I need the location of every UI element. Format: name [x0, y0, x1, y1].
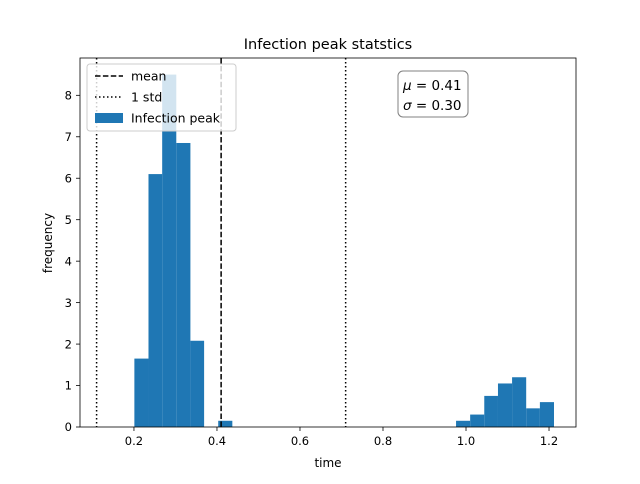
histogram-bar-4 [190, 340, 205, 427]
histogram-bar-9 [497, 383, 513, 427]
chart-title: Infection peak statstics [244, 37, 412, 53]
y-tick-label: 6 [65, 171, 72, 185]
y-tick-label: 4 [65, 254, 72, 268]
plot-frame [79, 57, 577, 428]
y-tick-label: 5 [65, 213, 72, 227]
stats-annotation-frame [397, 70, 469, 118]
y-tick-label: 2 [65, 337, 72, 351]
histogram-bar-11 [526, 408, 540, 427]
y-tick-label: 7 [65, 130, 72, 144]
legend-infection-peak-patch [95, 113, 123, 123]
stats-mean-text: μ = 0.41 [402, 78, 462, 94]
histogram-bar-10 [512, 377, 527, 427]
legend-infection-peak-label: Infection peak [131, 111, 221, 126]
axes-layer: 0.2 0.4 0.6 0.8 1.0 1.2 0 1 2 3 4 5 6 7 8 [65, 57, 577, 448]
histogram-bar-2 [162, 74, 177, 427]
y-tick-label: 3 [65, 296, 72, 310]
x-tick-label: 0.8 [374, 434, 392, 448]
x-tick-label: 0.2 [125, 434, 143, 448]
histogram-bar-8 [484, 395, 498, 427]
y-tick-label: 8 [65, 89, 72, 103]
legend-frame [86, 63, 237, 132]
x-tick-label: 0.4 [208, 434, 226, 448]
legend-mean-label: mean [131, 69, 166, 84]
histogram-bar-7 [470, 414, 485, 427]
x-tick-label: 0.6 [291, 434, 309, 448]
x-tick-label: 1.0 [457, 434, 475, 448]
histogram-bar-1 [148, 174, 163, 427]
y-tick-label: 0 [65, 420, 72, 434]
histogram-bar-12 [539, 402, 554, 427]
y-axis-label: frequency [41, 213, 55, 273]
stats-std-text: σ = 0.30 [403, 98, 462, 114]
y-tick-label: 1 [65, 379, 72, 393]
x-tick-label: 1.2 [540, 434, 558, 448]
histogram-bar-0 [134, 358, 149, 427]
histogram-bar-6 [456, 420, 471, 427]
x-axis-label: time [314, 456, 341, 470]
bars-layer [134, 74, 554, 428]
stats-annotation: μ = 0.41 σ = 0.30 [397, 70, 469, 118]
histogram-bar-3 [176, 142, 191, 428]
histogram-bar-5 [218, 420, 233, 427]
legend-std-label: 1 std [131, 90, 162, 105]
legend: mean 1 std Infection peak [86, 63, 237, 132]
